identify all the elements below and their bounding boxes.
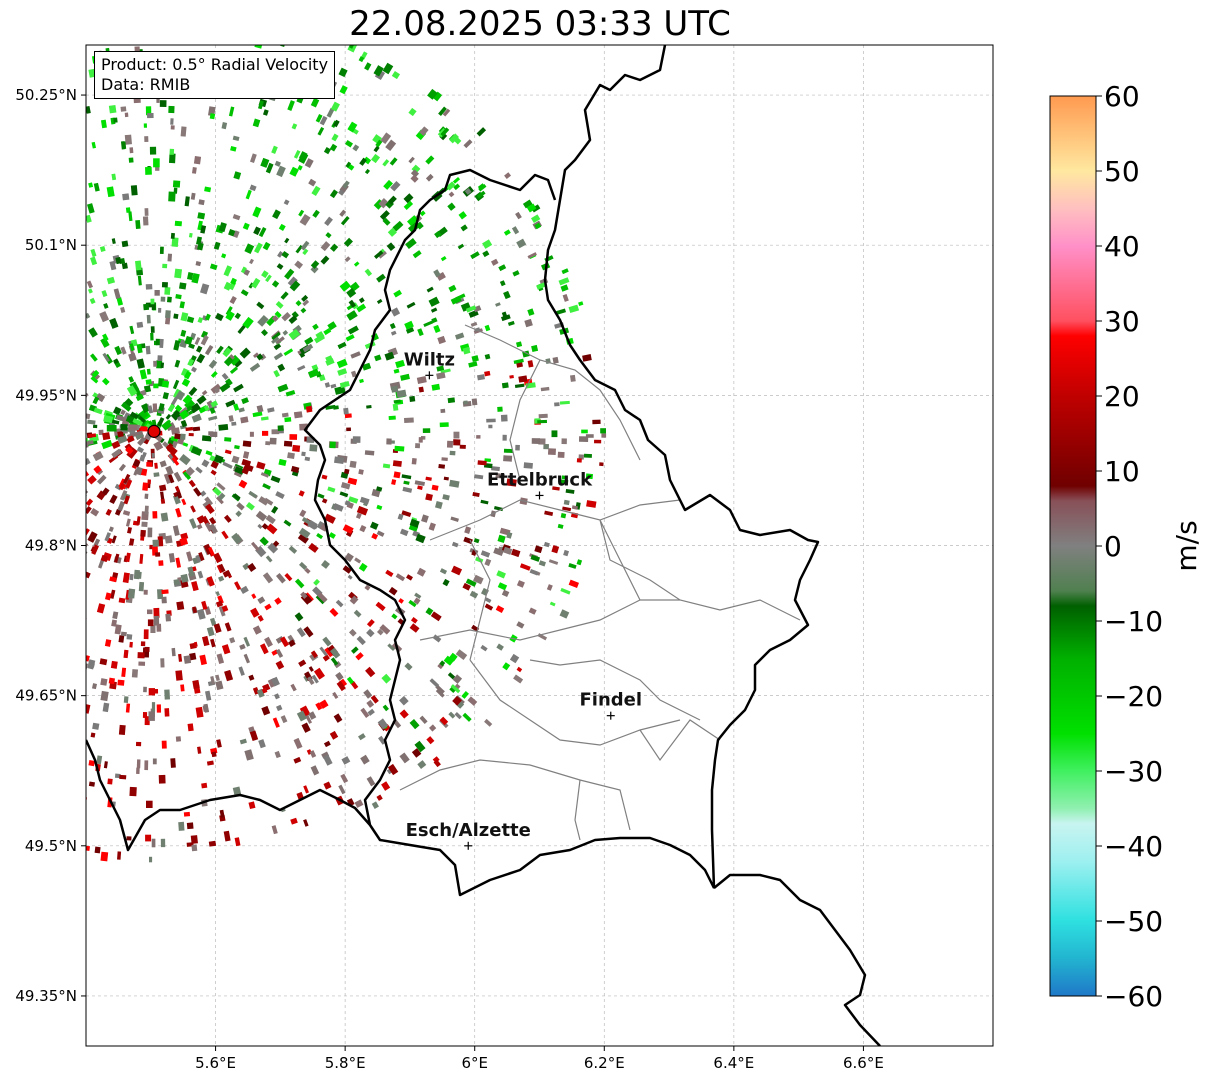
lat-tick-label: 49.5°N bbox=[25, 837, 77, 855]
colorbar-tick-label: 10 bbox=[1104, 455, 1140, 488]
city-esch-alzette: Esch/Alzette bbox=[406, 820, 531, 850]
data-source-label: Data: RMIB bbox=[101, 75, 191, 94]
colorbar-tick-label: −40 bbox=[1104, 830, 1163, 863]
velocity-echoes bbox=[86, 45, 607, 863]
colorbar-ticks: 60 50 40 30 20 10 0 −10 −20 −30 −40 −50 −60 bbox=[1096, 80, 1163, 1013]
colorbar-tick-label: −30 bbox=[1104, 755, 1163, 788]
colorbar-ramp bbox=[1050, 96, 1096, 996]
colorbar-tick-label: −50 bbox=[1104, 905, 1163, 938]
lon-tick-label: 6.6°E bbox=[843, 1054, 884, 1072]
info-box: Product: 0.5° Radial Velocity Data: RMIB bbox=[94, 51, 336, 99]
city-label: Findel bbox=[579, 690, 642, 711]
city-findel: Findel bbox=[579, 690, 642, 720]
map-title: 22.08.2025 03:33 UTC bbox=[349, 4, 731, 44]
city-label: Wiltz bbox=[404, 349, 455, 370]
lat-tick-label: 49.35°N bbox=[15, 987, 77, 1005]
colorbar-tick-label: −10 bbox=[1104, 605, 1163, 638]
colorbar-tick-label: 20 bbox=[1104, 380, 1140, 413]
colorbar-tick-label: −20 bbox=[1104, 680, 1163, 713]
city-markers: Wiltz Ettelbruck Findel Esch/Alzette bbox=[404, 349, 642, 850]
colorbar-tick-label: 50 bbox=[1104, 155, 1140, 188]
lon-tick-label: 6.4°E bbox=[713, 1054, 754, 1072]
lat-tick-label: 49.8°N bbox=[25, 537, 77, 555]
colorbar-tick-label: 0 bbox=[1104, 530, 1122, 563]
city-ettelbruck: Ettelbruck bbox=[487, 469, 593, 500]
latitude-ticks: 50.25°N 50.1°N 49.95°N 49.8°N 49.65°N 49.5°N 4… bbox=[15, 86, 86, 1005]
radar-site-dot bbox=[147, 424, 161, 438]
lon-tick-label: 6.2°E bbox=[584, 1054, 625, 1072]
city-label: Ettelbruck bbox=[487, 469, 593, 490]
lat-tick-label: 50.25°N bbox=[15, 86, 77, 104]
lat-tick-label: 50.1°N bbox=[25, 236, 77, 254]
country-borders bbox=[86, 45, 881, 1046]
longitude-ticks: 5.6°E 5.8°E 6°E 6.2°E 6.4°E 6.6°E bbox=[195, 1046, 884, 1072]
city-label: Esch/Alzette bbox=[406, 820, 531, 841]
colorbar: 60 50 40 30 20 10 0 −10 −20 −30 −40 −50 −60 m/s bbox=[1049, 80, 1203, 1013]
canton-boundaries bbox=[399, 324, 801, 841]
colorbar-tick-label: 40 bbox=[1104, 230, 1140, 263]
lon-tick-label: 5.8°E bbox=[325, 1054, 366, 1072]
lat-tick-label: 49.95°N bbox=[15, 386, 77, 404]
colorbar-tick-label: −60 bbox=[1104, 980, 1163, 1013]
colorbar-label: m/s bbox=[1170, 520, 1203, 571]
colorbar-tick-label: 60 bbox=[1104, 80, 1140, 113]
boundaries bbox=[86, 45, 881, 1046]
city-wiltz: Wiltz bbox=[404, 349, 455, 380]
lon-tick-label: 6°E bbox=[461, 1054, 488, 1072]
product-label: Product: 0.5° Radial Velocity bbox=[101, 55, 329, 74]
lon-tick-label: 5.6°E bbox=[195, 1054, 236, 1072]
lat-tick-label: 49.65°N bbox=[15, 687, 77, 705]
grid-lines bbox=[86, 45, 993, 1046]
colorbar-tick-label: 30 bbox=[1104, 305, 1140, 338]
radar-site-marker bbox=[147, 424, 161, 438]
